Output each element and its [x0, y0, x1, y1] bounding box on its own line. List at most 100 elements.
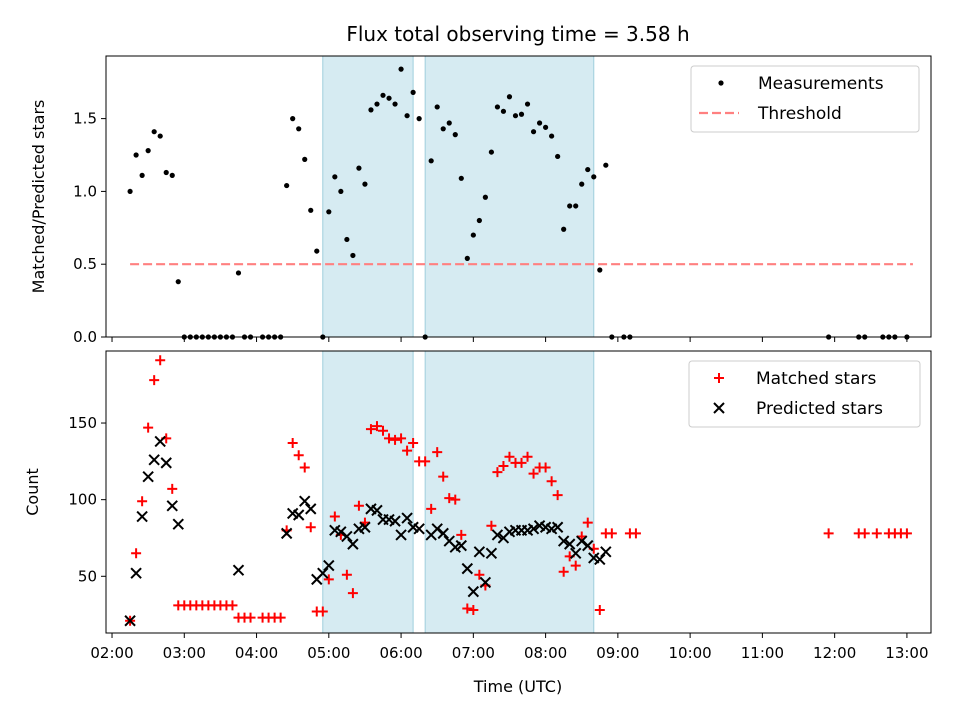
measurements-point [555, 153, 561, 160]
predicted-stars-point [570, 547, 582, 560]
matched-stars-point [522, 451, 533, 462]
y-axis-label: Count [23, 468, 42, 516]
measurements-point [169, 172, 175, 178]
measurements-point [338, 188, 344, 195]
predicted-stars-point [557, 535, 570, 547]
predicted-stars-point [467, 585, 480, 598]
predicted-stars-point [371, 504, 383, 517]
matched-stars-point [245, 612, 256, 623]
matched-stars-point [384, 433, 395, 444]
matched-stars-point [432, 447, 443, 458]
y-tick-label: 0.5 [73, 255, 97, 273]
measurements-point [416, 116, 422, 122]
measurements-point [464, 255, 470, 261]
matched-stars-point [378, 425, 389, 436]
measurements-point [163, 169, 169, 176]
matched-stars-point [353, 500, 364, 511]
predicted-stars-point [563, 538, 576, 550]
y-tick-label: 0.0 [73, 328, 97, 346]
axes-frame [105, 55, 932, 338]
x-tick-label: 11:00 [741, 644, 784, 662]
top-panel: 0.0 0.5 1.0 1.5 Matched/Predicted stars Measu… [29, 55, 932, 346]
measurements-point [284, 182, 290, 189]
measurements-point [290, 116, 296, 122]
matched-stars-point [558, 566, 569, 577]
matched-stars-point [347, 588, 358, 599]
shaded-interval [424, 350, 595, 634]
predicted-stars-point [136, 510, 148, 523]
measurements-point [398, 66, 404, 72]
predicted-stars-point [341, 530, 353, 543]
measurements-point [302, 156, 308, 162]
measurements-point [567, 203, 573, 209]
measurements-point [344, 236, 350, 243]
y-tick-label: 50 [78, 567, 97, 585]
measurements-point [542, 124, 549, 130]
predicted-stars-point [148, 454, 160, 466]
matched-stars-point [426, 503, 437, 514]
matched-stars-point [396, 433, 407, 444]
measurements-point [452, 132, 458, 138]
matched-stars-point [167, 483, 178, 494]
x-tick-label: 03:00 [163, 644, 206, 662]
measurements-point [506, 94, 513, 100]
predicted-stars-point [413, 523, 425, 535]
predicted-stars-point [299, 495, 311, 507]
predicted-stars-point [491, 529, 504, 541]
predicted-stars-point [431, 523, 443, 535]
matched-stars-point [462, 603, 473, 614]
measurements-point [175, 279, 181, 285]
predicted-stars-point [335, 526, 347, 538]
measurements-point [494, 104, 501, 110]
measurements-point [440, 126, 446, 132]
legend-label: Threshold [757, 104, 842, 124]
measurements-point [151, 129, 157, 135]
measurements-point [362, 181, 368, 187]
matched-stars-point [504, 451, 515, 462]
predicted-stars-point [479, 576, 492, 589]
predicted-stars-point [347, 538, 359, 550]
y-axis-label: Matched/Predicted stars [29, 100, 48, 294]
matched-stars-point [365, 424, 376, 435]
predicted-stars-point [594, 553, 606, 566]
matched-stars-point [408, 437, 419, 448]
measurements-point [410, 89, 416, 95]
x-tick-label: 04:00 [235, 644, 278, 662]
x-tick-label: 13:00 [885, 644, 928, 662]
matched-stars-point [871, 528, 882, 539]
predicted-stars-point [142, 470, 154, 483]
matched-stars-point [516, 457, 527, 468]
matched-stars-point [468, 605, 479, 616]
x-tick-label: 02:00 [90, 644, 133, 662]
measurements-point [500, 108, 507, 114]
matched-stars-point [323, 574, 334, 585]
predicted-stars-point [359, 521, 371, 533]
matched-stars-point [486, 520, 497, 531]
x-tick-label: 08:00 [524, 644, 567, 662]
measurements-point [512, 113, 519, 119]
matched-stars-point [552, 490, 563, 501]
shaded-interval [424, 55, 595, 338]
matched-stars-point [143, 422, 154, 433]
predicted-stars-point [455, 539, 467, 552]
matched-stars-point [528, 468, 539, 479]
measurements-point [530, 129, 537, 135]
measurements-point [518, 111, 525, 117]
legend-marker [713, 402, 725, 414]
measurements-point [404, 113, 410, 119]
measurements-point [296, 126, 302, 132]
measurements-point [458, 175, 464, 181]
shaded-interval [322, 350, 414, 634]
matched-stars-point [227, 600, 238, 611]
legend: Measurements Threshold [690, 65, 920, 133]
matched-stars-point [570, 560, 581, 571]
legend-label: Predicted stars [756, 399, 883, 419]
measurements-point [446, 120, 452, 126]
y-tick-label: 1.0 [73, 182, 97, 200]
predicted-stars-point [576, 535, 588, 547]
x-tick-label: 07:00 [452, 644, 495, 662]
legend-box [688, 360, 921, 428]
matched-stars-point [546, 476, 557, 487]
legend-marker [718, 80, 724, 86]
